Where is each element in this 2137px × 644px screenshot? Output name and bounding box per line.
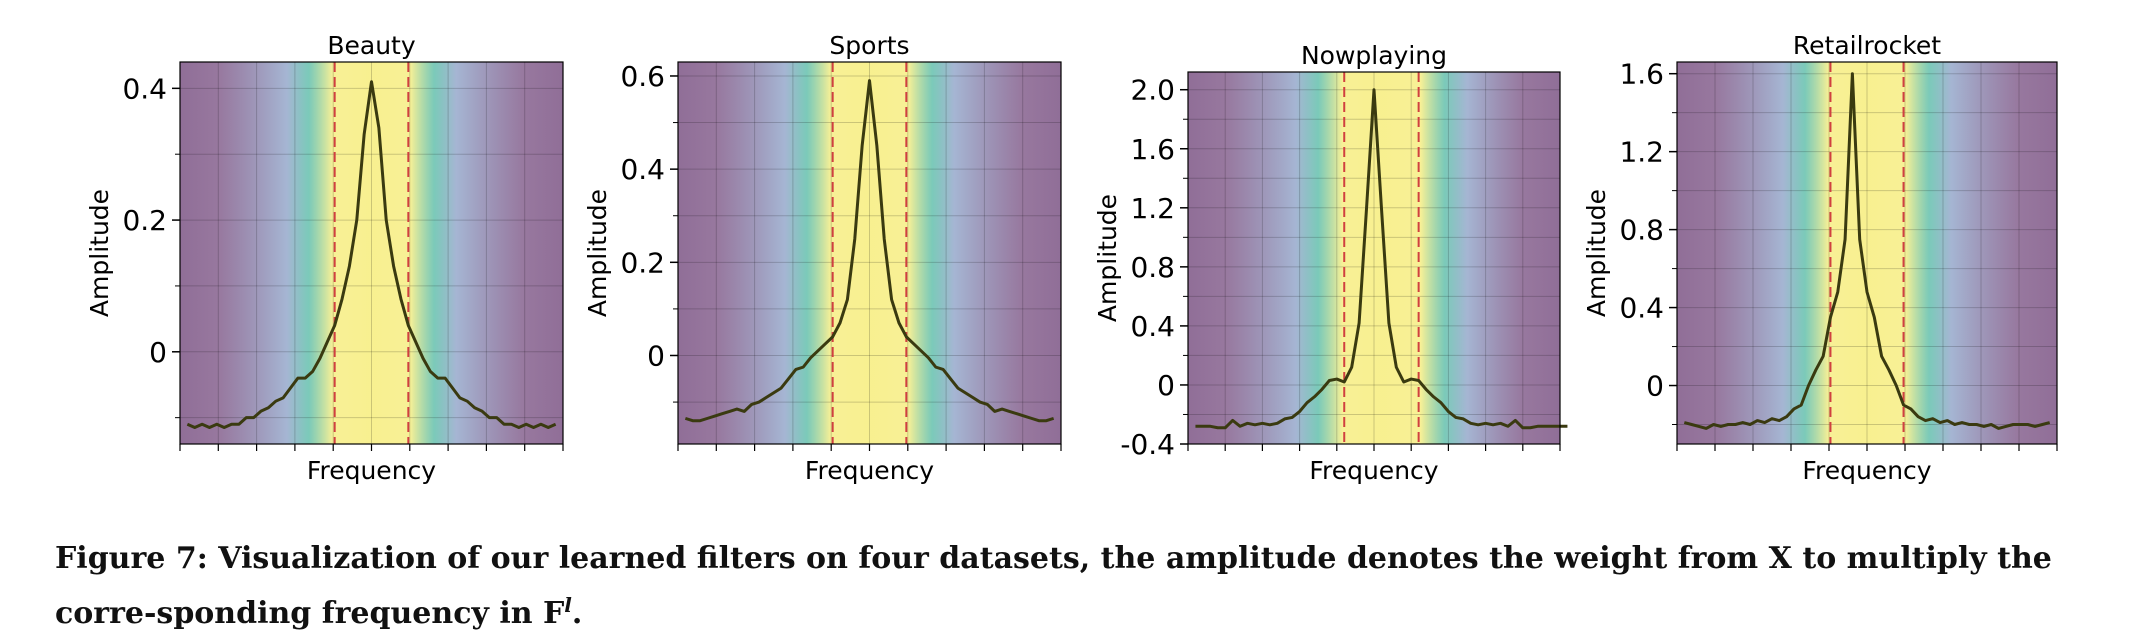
y-axis-label: Amplitude: [583, 189, 612, 317]
y-tick-label: 1.6: [1130, 133, 1175, 166]
chart-sports: 0 0.2 0.4 0.6 Sports Frequency Amplitude: [583, 31, 1062, 485]
y-tick-label: 0.4: [1619, 292, 1664, 325]
grid: [678, 62, 1061, 444]
chart-nowplaying: -0.4 0 0.4 0.8 1.2 1.6 2.0 Nowplaying Frequency A…: [1093, 41, 1568, 485]
y-axis-label: Amplitude: [1582, 189, 1611, 317]
series-line: [1195, 88, 1568, 430]
figure-charts: 0 0.2 0.4 Beauty Frequency Amplitude 0 0.2 0.4 0.…: [85, 31, 2058, 485]
y-tick-label: -0.4: [1120, 428, 1175, 461]
y-tick-label: 0: [1157, 369, 1175, 402]
y-tick-label: 0: [149, 336, 167, 369]
chart-title: Sports: [829, 31, 909, 60]
chart-title: Nowplaying: [1301, 41, 1447, 70]
x-axis-label: Frequency: [1309, 456, 1438, 485]
y-tick-label: 0.4: [620, 153, 665, 186]
caption-superscript: l: [564, 593, 572, 617]
x-axis-label: Frequency: [307, 456, 436, 485]
y-tick-label: 0: [647, 339, 665, 372]
y-tick-label: 0.4: [122, 72, 167, 105]
y-tick-label: 1.2: [1619, 136, 1664, 169]
caption-end: .: [571, 596, 583, 631]
y-tick-label: 0.2: [122, 204, 167, 237]
y-tick-label: 2.0: [1130, 74, 1175, 107]
y-tick-label: 0.8: [1619, 214, 1664, 247]
plot-background: [180, 62, 563, 444]
y-tick-label: 1.6: [1619, 58, 1664, 91]
x-axis-label: Frequency: [1802, 456, 1931, 485]
y-tick-label: 0.2: [620, 246, 665, 279]
y-tick-label: 0.8: [1130, 251, 1175, 284]
y-axis-label: Amplitude: [1093, 194, 1122, 322]
y-axis-label: Amplitude: [85, 189, 114, 317]
plot-background: [1677, 62, 2057, 444]
series-line: [684, 79, 1055, 423]
chart-title: Retailrocket: [1793, 31, 1941, 60]
y-tick-label: 0.4: [1130, 310, 1175, 343]
series-line: [1683, 72, 2051, 430]
grid: [180, 62, 563, 444]
chart-retailrocket: 0 0.4 0.8 1.2 1.6 Retailrocket Frequency Amplit…: [1582, 31, 2058, 485]
plot-background: [678, 62, 1061, 444]
caption-text: Figure 7: Visualization of our learned f…: [55, 541, 2052, 631]
plot-background: [1188, 72, 1560, 444]
y-tick-label: 0: [1646, 370, 1664, 403]
figure-caption: Figure 7: Visualization of our learned f…: [55, 536, 2095, 637]
chart-title: Beauty: [327, 31, 415, 60]
y-tick-label: 0.6: [620, 60, 665, 93]
chart-beauty: 0 0.2 0.4 Beauty Frequency Amplitude: [85, 31, 564, 485]
series-line: [186, 80, 557, 430]
y-tick-label: 1.2: [1130, 192, 1175, 225]
x-axis-label: Frequency: [805, 456, 934, 485]
